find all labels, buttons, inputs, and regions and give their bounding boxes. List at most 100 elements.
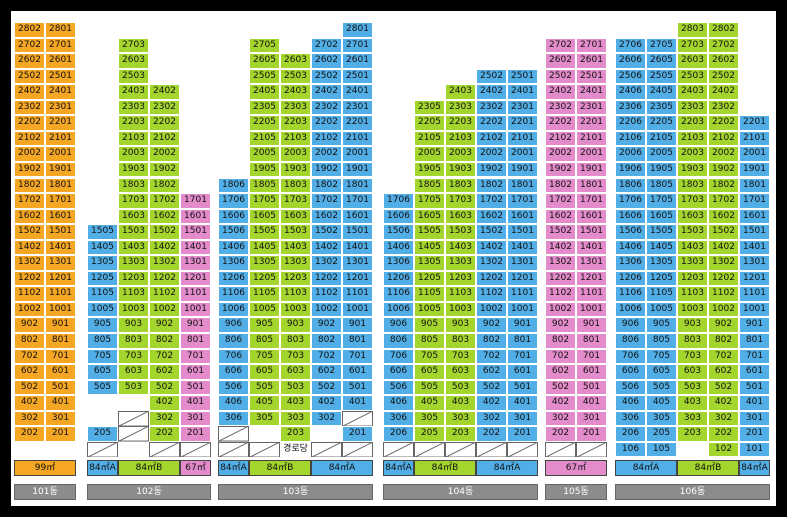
unit-103-1302: 1302 bbox=[311, 255, 342, 271]
unit-103-402: 402 bbox=[311, 395, 342, 411]
unit-103-2002: 2002 bbox=[311, 146, 342, 162]
unit-103-1303: 1303 bbox=[280, 255, 311, 271]
unit-102-802: 802 bbox=[149, 333, 180, 349]
building-label: 103동 bbox=[218, 484, 373, 500]
unit-102-301: 301 bbox=[180, 410, 211, 427]
unit-102-1703: 1703 bbox=[118, 193, 149, 209]
unit-104-1302: 1302 bbox=[476, 255, 507, 271]
unit-103-1802: 1802 bbox=[311, 177, 342, 194]
unit-106-1902: 1902 bbox=[708, 161, 739, 178]
unit-103-2205: 2205 bbox=[249, 115, 280, 131]
unit-106-802: 802 bbox=[708, 333, 739, 349]
unit-103-606: 606 bbox=[218, 364, 249, 380]
unit-102-803: 803 bbox=[118, 333, 149, 349]
unit-type-legend: 84㎡B bbox=[118, 460, 180, 476]
unit-103-503: 503 bbox=[280, 379, 311, 396]
unit-104-2005: 2005 bbox=[414, 146, 445, 162]
unit-102-2302: 2302 bbox=[149, 99, 180, 116]
unit-102-901: 901 bbox=[180, 317, 211, 333]
unit-104-1502: 1502 bbox=[476, 224, 507, 240]
unit-103-1206: 1206 bbox=[218, 270, 249, 287]
unit-106-2502: 2502 bbox=[708, 68, 739, 85]
unit-105-901: 901 bbox=[576, 317, 607, 333]
unit-104-1105: 1105 bbox=[414, 286, 445, 302]
unit-106-1202: 1202 bbox=[708, 270, 739, 287]
unit-101-1402: 1402 bbox=[14, 239, 45, 256]
unit-106-601: 601 bbox=[739, 364, 770, 380]
unit-103-1706: 1706 bbox=[218, 193, 249, 209]
unit-101-1601: 1601 bbox=[45, 208, 76, 225]
unit-102-1003: 1003 bbox=[118, 301, 149, 318]
pilotis-empty-cell bbox=[576, 441, 607, 458]
unit-104-1601: 1601 bbox=[507, 208, 538, 225]
unit-102-1101: 1101 bbox=[180, 286, 211, 302]
unit-102-1305: 1305 bbox=[87, 255, 118, 271]
unit-102-1505: 1505 bbox=[87, 224, 118, 240]
unit-103-906: 906 bbox=[218, 317, 249, 333]
unit-101-2102: 2102 bbox=[14, 130, 45, 147]
unit-103-501: 501 bbox=[342, 379, 373, 396]
unit-102-2103: 2103 bbox=[118, 130, 149, 147]
unit-101-201: 201 bbox=[45, 426, 76, 442]
unit-102-1602: 1602 bbox=[149, 208, 180, 225]
unit-106-1003: 1003 bbox=[677, 301, 708, 318]
unit-104-1305: 1305 bbox=[414, 255, 445, 271]
unit-102-603: 603 bbox=[118, 364, 149, 380]
unit-106-2403: 2403 bbox=[677, 84, 708, 100]
unit-102-1502: 1502 bbox=[149, 224, 180, 240]
unit-105-2202: 2202 bbox=[545, 115, 576, 131]
unit-101-501: 501 bbox=[45, 379, 76, 396]
unit-103-605: 605 bbox=[249, 364, 280, 380]
unit-104-1505: 1505 bbox=[414, 224, 445, 240]
unit-106-1501: 1501 bbox=[739, 224, 770, 240]
unit-105-1602: 1602 bbox=[545, 208, 576, 225]
unit-106-1801: 1801 bbox=[739, 177, 770, 194]
unit-103-2301: 2301 bbox=[342, 99, 373, 116]
unit-105-1101: 1101 bbox=[576, 286, 607, 302]
unit-106-906: 906 bbox=[615, 317, 646, 333]
unit-type-legend: 84㎡A bbox=[476, 460, 538, 476]
unit-104-1602: 1602 bbox=[476, 208, 507, 225]
unit-102-1203: 1203 bbox=[118, 270, 149, 287]
unit-102-703: 703 bbox=[118, 348, 149, 365]
unit-106-2702: 2702 bbox=[708, 37, 739, 54]
unit-105-1802: 1802 bbox=[545, 177, 576, 194]
unit-103-1105: 1105 bbox=[249, 286, 280, 302]
unit-105-201: 201 bbox=[576, 426, 607, 442]
unit-101-602: 602 bbox=[14, 364, 45, 380]
unit-106-1502: 1502 bbox=[708, 224, 739, 240]
unit-106-2505: 2505 bbox=[646, 68, 677, 85]
unit-103-1601: 1601 bbox=[342, 208, 373, 225]
unit-103-405: 405 bbox=[249, 395, 280, 411]
senior-center-label: 경로당 bbox=[283, 443, 308, 454]
unit-106-1005: 1005 bbox=[646, 301, 677, 318]
unit-103-1003: 1003 bbox=[280, 301, 311, 318]
unit-101-901: 901 bbox=[45, 317, 76, 333]
unit-105-1901: 1901 bbox=[576, 161, 607, 178]
unit-104-1301: 1301 bbox=[507, 255, 538, 271]
unit-105-2302: 2302 bbox=[545, 99, 576, 116]
unit-104-2103: 2103 bbox=[445, 130, 476, 147]
unit-105-2001: 2001 bbox=[576, 146, 607, 162]
unit-103-1405: 1405 bbox=[249, 239, 280, 256]
unit-101-202: 202 bbox=[14, 426, 45, 442]
unit-104-2101: 2101 bbox=[507, 130, 538, 147]
unit-106-902: 902 bbox=[708, 317, 739, 333]
unit-103-2705: 2705 bbox=[249, 37, 280, 54]
unit-101-1201: 1201 bbox=[45, 270, 76, 287]
unit-104-1706: 1706 bbox=[383, 193, 414, 209]
unit-106-1205: 1205 bbox=[646, 270, 677, 287]
unit-102-1701: 1701 bbox=[180, 193, 211, 209]
unit-106-206: 206 bbox=[615, 426, 646, 442]
unit-106-2002: 2002 bbox=[708, 146, 739, 162]
unit-101-701: 701 bbox=[45, 348, 76, 365]
unit-102-801: 801 bbox=[180, 333, 211, 349]
unit-101-2001: 2001 bbox=[45, 146, 76, 162]
unit-105-802: 802 bbox=[545, 333, 576, 349]
unit-103-1801: 1801 bbox=[342, 177, 373, 194]
unit-type-legend: 84㎡A bbox=[615, 460, 677, 476]
unit-105-2602: 2602 bbox=[545, 53, 576, 69]
unit-106-1906: 1906 bbox=[615, 161, 646, 178]
unit-103-2601: 2601 bbox=[342, 53, 373, 69]
unit-106-106: 106 bbox=[615, 441, 646, 458]
